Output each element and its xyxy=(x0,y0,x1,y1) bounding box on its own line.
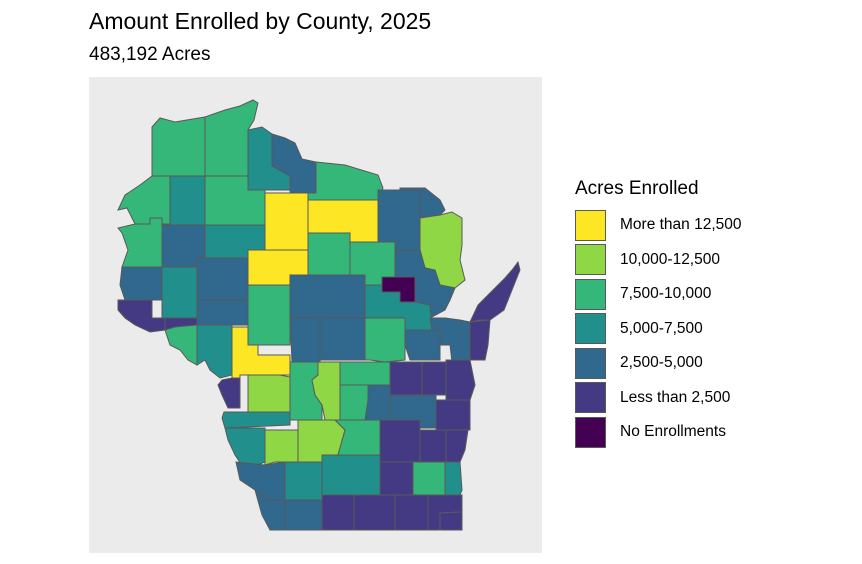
county xyxy=(221,411,291,429)
legend-label: More than 12,500 xyxy=(620,216,742,234)
county xyxy=(364,384,391,421)
county xyxy=(119,266,163,301)
county xyxy=(339,384,369,421)
county xyxy=(419,429,447,463)
county xyxy=(469,319,491,361)
county xyxy=(444,461,463,496)
legend-item: 5,000-7,500 xyxy=(575,312,742,347)
county xyxy=(439,511,463,531)
county xyxy=(196,257,249,301)
county xyxy=(421,361,447,396)
county xyxy=(379,461,414,496)
legend-item: 7,500-10,000 xyxy=(575,277,742,312)
chart-subtitle: 483,192 Acres xyxy=(89,44,211,65)
county xyxy=(289,274,366,319)
county xyxy=(353,494,396,531)
legend-label: Less than 2,500 xyxy=(620,388,731,406)
county xyxy=(469,260,521,323)
county xyxy=(445,359,476,401)
county xyxy=(117,299,166,333)
legend-item: More than 12,500 xyxy=(575,208,742,243)
county xyxy=(117,175,171,225)
county xyxy=(117,217,163,268)
county xyxy=(364,317,406,363)
legend-swatch xyxy=(575,313,606,345)
legend-swatch xyxy=(575,416,606,448)
county xyxy=(319,317,366,361)
county xyxy=(321,494,355,531)
legend-item: Less than 2,500 xyxy=(575,381,742,416)
county xyxy=(394,494,429,531)
legend-label: 10,000-12,500 xyxy=(620,250,720,268)
county xyxy=(379,419,421,463)
county xyxy=(435,399,471,431)
wisconsin-county-map xyxy=(117,99,521,531)
county xyxy=(264,429,299,466)
county xyxy=(217,377,241,409)
county xyxy=(289,317,321,363)
county xyxy=(247,284,291,346)
county xyxy=(169,175,206,226)
county xyxy=(151,116,206,177)
legend-swatch xyxy=(575,347,606,379)
legend-item: 2,500-5,000 xyxy=(575,346,742,381)
chart-title: Amount Enrolled by County, 2025 xyxy=(89,8,432,34)
legend-swatch xyxy=(575,244,606,276)
legend-swatch xyxy=(575,278,606,310)
county xyxy=(161,266,198,319)
legend-swatch xyxy=(575,209,606,241)
county xyxy=(307,161,384,201)
county xyxy=(412,461,446,496)
county xyxy=(196,299,249,326)
county xyxy=(339,361,391,386)
legend: Acres Enrolled More than 12,500 10,000-1… xyxy=(575,178,742,450)
legend-item: 10,000-12,500 xyxy=(575,243,742,278)
county xyxy=(307,232,351,276)
county xyxy=(394,249,456,319)
legend-label: 7,500-10,000 xyxy=(620,285,712,303)
legend-swatch xyxy=(575,382,606,414)
county xyxy=(389,361,423,396)
legend-title: Acres Enrolled xyxy=(575,178,699,199)
legend-label: 5,000-7,500 xyxy=(620,319,703,337)
county xyxy=(247,374,291,413)
legend-label: No Enrollments xyxy=(620,423,726,441)
county xyxy=(445,429,469,463)
county xyxy=(164,324,198,366)
county xyxy=(321,454,381,496)
county xyxy=(284,499,323,531)
legend-item: No Enrollments xyxy=(575,415,742,450)
county xyxy=(284,461,323,501)
county xyxy=(404,329,441,361)
map-panel xyxy=(89,77,542,553)
county xyxy=(196,324,233,379)
legend-label: 2,500-5,000 xyxy=(620,354,703,372)
county xyxy=(377,189,421,251)
county xyxy=(264,192,309,251)
